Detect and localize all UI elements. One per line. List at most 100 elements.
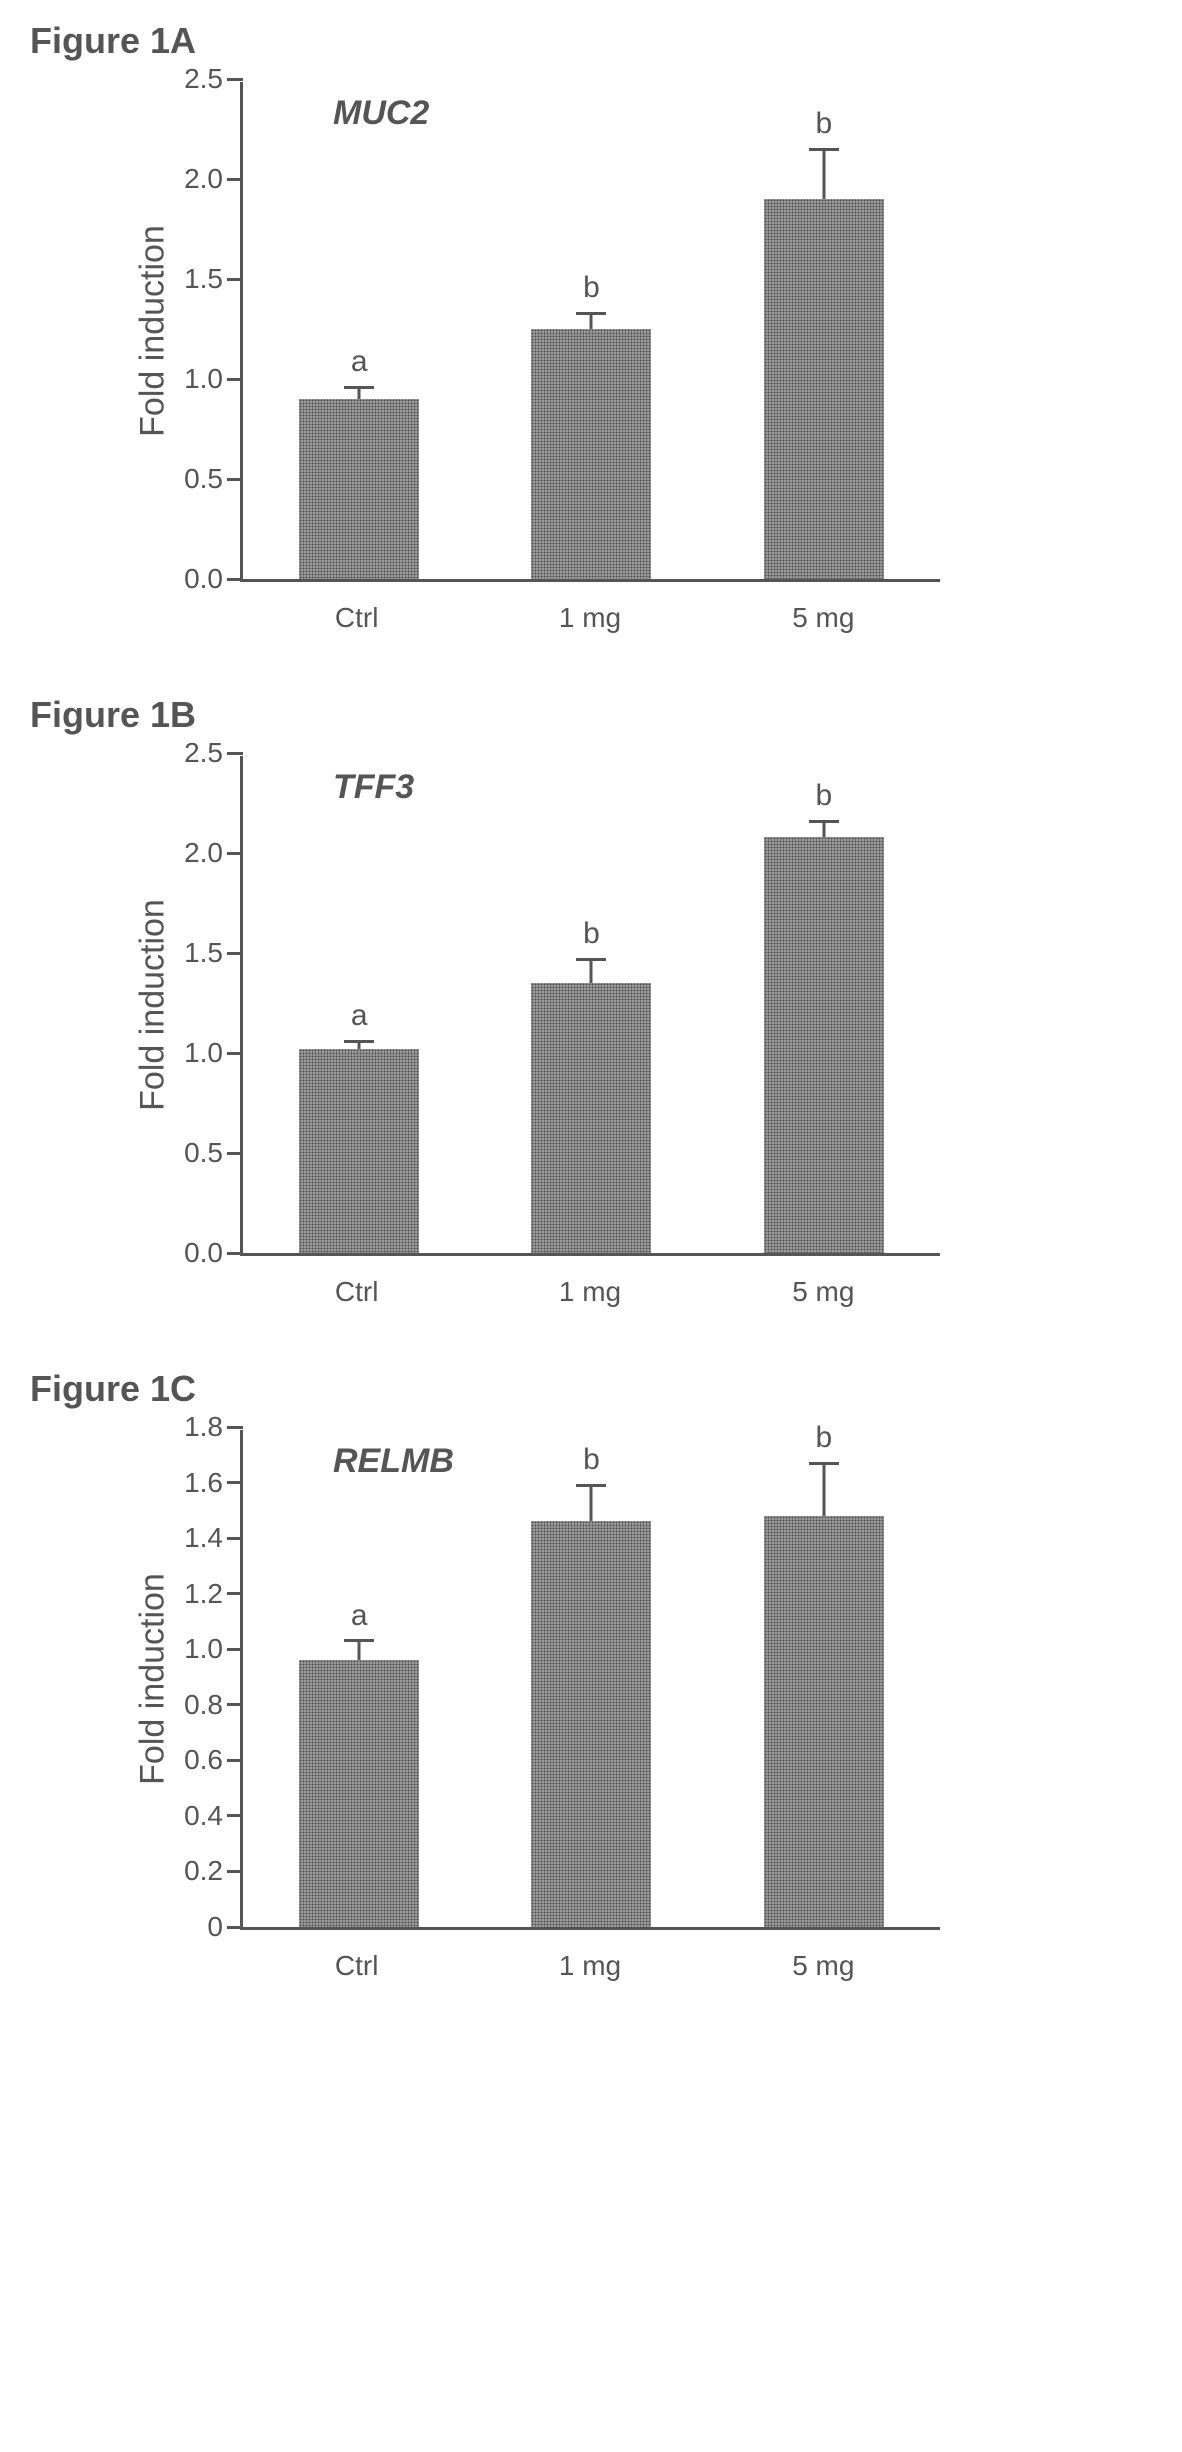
bar-slot: b [754,82,894,579]
x-tick-row: Ctrl1 mg5 mg [240,1276,940,1308]
x-tick-label: Ctrl [287,1276,427,1308]
significance-letter: a [351,345,368,379]
y-axis-label: Fold induction [134,1573,173,1785]
y-tick [227,1759,243,1762]
bar-slot: b [754,756,894,1253]
plot-area: Fold inductionTFF30.00.51.01.52.02.5abb [240,756,940,1256]
y-tick-label: 0.6 [184,1744,223,1776]
y-tick [227,378,243,381]
bar-slot: b [521,1430,661,1927]
error-cap [344,386,374,389]
bar [531,1521,651,1927]
error-bar [822,821,825,837]
error-bar [590,959,593,983]
y-tick [227,852,243,855]
y-tick-label: 0.0 [184,563,223,595]
y-tick-label: 0.5 [184,1137,223,1169]
bar [299,399,419,579]
plot-area: Fold inductionMUC20.00.51.01.52.02.5abb [240,82,940,582]
bar [764,199,884,579]
chart: Fold inductionTFF30.00.51.01.52.02.5abbC… [240,756,940,1308]
y-tick-label: 1.0 [184,1633,223,1665]
y-tick [227,1426,243,1429]
y-tick-label: 2.5 [184,737,223,769]
y-tick [227,1703,243,1706]
error-cap [344,1040,374,1043]
y-tick-label: 0.8 [184,1689,223,1721]
x-tick-row: Ctrl 1 mg 5 mg [240,1950,940,1982]
bars-row: a b b [243,82,940,579]
significance-letter: b [583,271,600,305]
error-cap [344,1639,374,1642]
significance-letter: b [815,107,832,141]
figure-block: Figure 1C Fold inductionRELMB00.20.40.60.… [20,1368,1162,1982]
x-tick-label: 5 mg [753,602,893,634]
y-tick [227,178,243,181]
figure-label: Figure 1C [30,1368,1162,1410]
bar-slot: b [521,82,661,579]
y-tick-label: 0.5 [184,463,223,495]
x-tick-label: Ctrl [287,602,427,634]
chart: Fold inductionMUC20.00.51.01.52.02.5abbC… [240,82,940,634]
x-tick-label: 1 mg [520,602,660,634]
significance-letter: b [583,917,600,951]
y-tick-label: 2.0 [184,837,223,869]
error-bar [358,1641,361,1660]
y-tick-label: 0.2 [184,1855,223,1887]
bar [531,329,651,579]
error-cap [809,148,839,151]
y-tick-label: 1.0 [184,1037,223,1069]
x-tick-label: 1 mg [520,1276,660,1308]
y-tick [227,1926,243,1929]
error-cap [809,820,839,823]
figure-block: Figure 1BFold inductionTFF30.00.51.01.52… [20,694,1162,1308]
bar-slot: b [521,756,661,1253]
x-tick-label: 1 mg [520,1950,660,1982]
y-tick [227,278,243,281]
y-tick-label: 0.0 [184,1237,223,1269]
bar [764,837,884,1253]
bar-slot: a [289,756,429,1253]
y-axis-label: Fold induction [134,899,173,1111]
y-tick [227,1537,243,1540]
bar-slot: a [289,82,429,579]
y-tick-label: 1.5 [184,263,223,295]
y-tick [227,1152,243,1155]
figure-container: Figure 1AFold inductionMUC20.00.51.01.52… [20,20,1162,1982]
significance-letter: b [815,779,832,813]
error-cap [576,1484,606,1487]
error-bar [358,387,361,399]
plot-area: Fold inductionRELMB00.20.40.60.81.01.21.… [240,1430,940,1930]
x-tick-label: 5 mg [753,1950,893,1982]
y-axis-label: Fold induction [134,225,173,437]
y-tick [227,478,243,481]
y-tick-label: 2.5 [184,63,223,95]
error-cap [809,1462,839,1465]
x-tick-label: Ctrl [287,1950,427,1982]
significance-letter: b [815,1421,832,1455]
bar [531,983,651,1253]
error-cap [576,312,606,315]
chart: Fold inductionRELMB00.20.40.60.81.01.21.… [240,1430,940,1982]
bar-slot: a [289,1430,429,1927]
bar-slot: b [754,1430,894,1927]
y-tick [227,1870,243,1873]
figure-block: Figure 1AFold inductionMUC20.00.51.01.52… [20,20,1162,634]
bar [299,1049,419,1253]
error-cap [576,958,606,961]
error-bar [822,149,825,199]
y-tick [227,78,243,81]
significance-letter: a [351,1599,368,1633]
error-bar [590,1485,593,1521]
error-bar [822,1463,825,1516]
x-tick-row: Ctrl 1 mg 5 mg [240,602,940,634]
error-bar [590,313,593,329]
y-tick [227,1252,243,1255]
figure-label: Figure 1A [30,20,1162,62]
y-tick [227,1814,243,1817]
y-tick [227,1481,243,1484]
y-tick [227,1052,243,1055]
y-tick [227,1648,243,1651]
y-tick [227,1592,243,1595]
significance-letter: a [351,999,368,1033]
